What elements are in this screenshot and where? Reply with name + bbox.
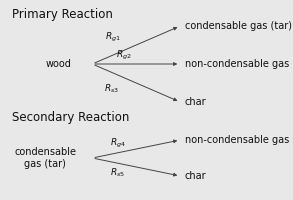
Text: Secondary Reaction: Secondary Reaction	[12, 111, 129, 124]
Text: char: char	[185, 171, 206, 181]
Text: non-condensable gas: non-condensable gas	[185, 135, 289, 145]
Text: $R_{g4}$: $R_{g4}$	[110, 136, 126, 150]
Text: Primary Reaction: Primary Reaction	[12, 8, 113, 21]
Text: $R_{s5}$: $R_{s5}$	[110, 167, 125, 179]
Text: wood: wood	[46, 59, 71, 69]
Text: condensable
gas (tar): condensable gas (tar)	[14, 147, 76, 169]
Text: condensable gas (tar): condensable gas (tar)	[185, 21, 292, 31]
Text: non-condensable gas: non-condensable gas	[185, 59, 289, 69]
Text: char: char	[185, 97, 206, 107]
Text: $R_{s3}$: $R_{s3}$	[104, 83, 119, 95]
Text: $R_{g2}$: $R_{g2}$	[116, 48, 131, 62]
Text: $R_{g1}$: $R_{g1}$	[105, 30, 121, 44]
